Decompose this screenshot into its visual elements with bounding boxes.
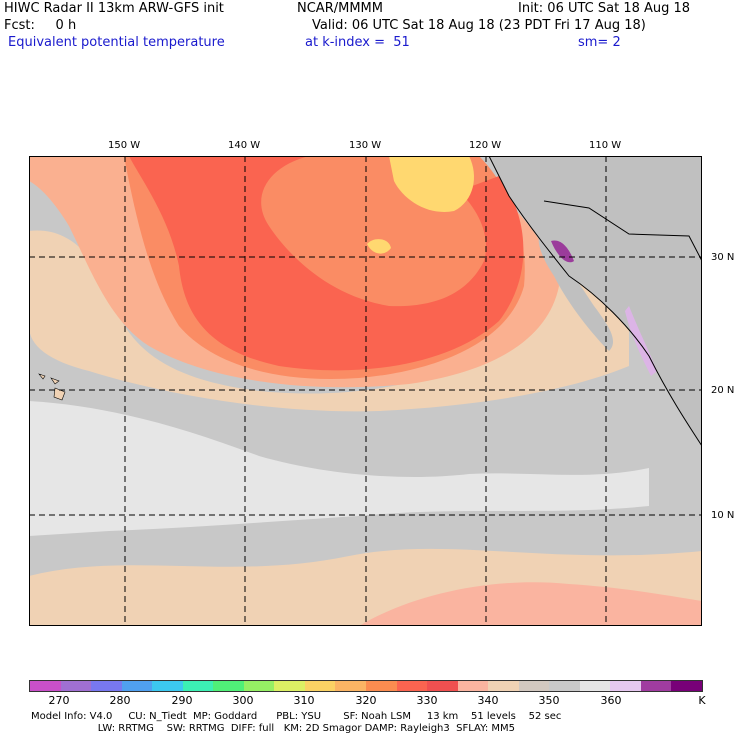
tropical-light-band [29, 401, 649, 536]
map-panel [29, 156, 702, 626]
colorbar-swatch-0 [30, 681, 61, 691]
colorbar-unit: K [698, 694, 706, 707]
coastline [488, 156, 702, 447]
colorbar-swatch-2 [91, 681, 122, 691]
lon-label-140w: 140 W [228, 140, 261, 151]
field-name: Equivalent potential temperature [8, 35, 225, 50]
colorbar-tick-320: 320 [355, 694, 377, 707]
colorbar-tick-310: 310 [293, 694, 315, 707]
colorbar-swatch-3 [121, 681, 153, 691]
smoothing-label: sm= 2 [578, 35, 621, 50]
lat-label-20n: 20 N [711, 385, 735, 396]
org-label: NCAR/MMMM [297, 1, 383, 16]
map-frame [29, 156, 702, 626]
colorbar-swatch-7 [243, 681, 275, 691]
colorbar-swatch-15 [488, 681, 519, 691]
north-america-land [489, 156, 702, 446]
colorbar-swatch-20 [640, 681, 672, 691]
model-info-line2: LW: RRTMG SW: RRTMG DIFF: full KM: 2D Sm… [31, 723, 516, 734]
valid-time: Valid: 06 UTC Sat 18 Aug 18 (23 PDT Fri … [312, 18, 646, 33]
colorbar-swatch-4 [152, 681, 183, 691]
model-info-line1: Model Info: V4.0 CU: N_Tiedt MP: Goddard… [31, 711, 562, 722]
colorbar-swatch-17 [549, 681, 580, 691]
colorbar-swatch-8 [274, 681, 305, 691]
colorbar-swatch-10 [335, 681, 367, 691]
colorbar-swatch-11 [366, 681, 397, 691]
lat-label-30n: 30 N [711, 252, 735, 263]
baja-peninsula [538, 236, 614, 351]
colorbar-tick-360: 360 [600, 694, 622, 707]
gulf-lavender [625, 306, 657, 376]
colorbar-swatch-14 [457, 681, 489, 691]
colorbar-swatch-1 [60, 681, 92, 691]
colorbar-tick-330: 330 [416, 694, 438, 707]
colorbar-swatch-19 [610, 681, 641, 691]
lon-label-120w: 120 W [469, 140, 502, 151]
model-title: HIWC Radar II 13km ARW-GFS init [4, 1, 224, 16]
lat-label-10n: 10 N [711, 510, 735, 521]
colorbar-swatch-16 [518, 681, 550, 691]
lon-label-110w: 110 W [589, 140, 622, 151]
gulf-purple [551, 240, 574, 263]
graticule [29, 156, 702, 626]
colorbar-swatch-21 [671, 681, 703, 691]
colorbar-swatch-12 [396, 681, 428, 691]
colorbar [29, 680, 703, 692]
level-label: at k-index = 51 [305, 35, 410, 50]
colorbar-tick-350: 350 [538, 694, 560, 707]
lon-label-130w: 130 W [349, 140, 382, 151]
warm-patch-north [389, 156, 474, 212]
colorbar-tick-280: 280 [109, 694, 131, 707]
theta-e-map [29, 156, 702, 626]
warm-patch-center [367, 239, 391, 254]
init-time: Init: 06 UTC Sat 18 Aug 18 [518, 1, 691, 16]
lon-label-150w: 150 W [108, 140, 141, 151]
red-core [129, 156, 524, 371]
colorbar-swatch-18 [579, 681, 611, 691]
us-mexico-border [543, 200, 702, 262]
southern-salmon-band [359, 582, 702, 626]
colorbar-swatch-9 [304, 681, 336, 691]
colorbar-swatch-5 [182, 681, 214, 691]
colorbar-swatch-6 [213, 681, 244, 691]
colorbar-tick-300: 300 [232, 694, 254, 707]
colorbar-tick-340: 340 [477, 694, 499, 707]
colorbar-tick-290: 290 [171, 694, 193, 707]
hawaii-islands [38, 373, 66, 401]
forecast-hour: Fcst: 0 h [4, 18, 77, 33]
colorbar-swatch-13 [427, 681, 458, 691]
colorbar-tick-270: 270 [48, 694, 70, 707]
